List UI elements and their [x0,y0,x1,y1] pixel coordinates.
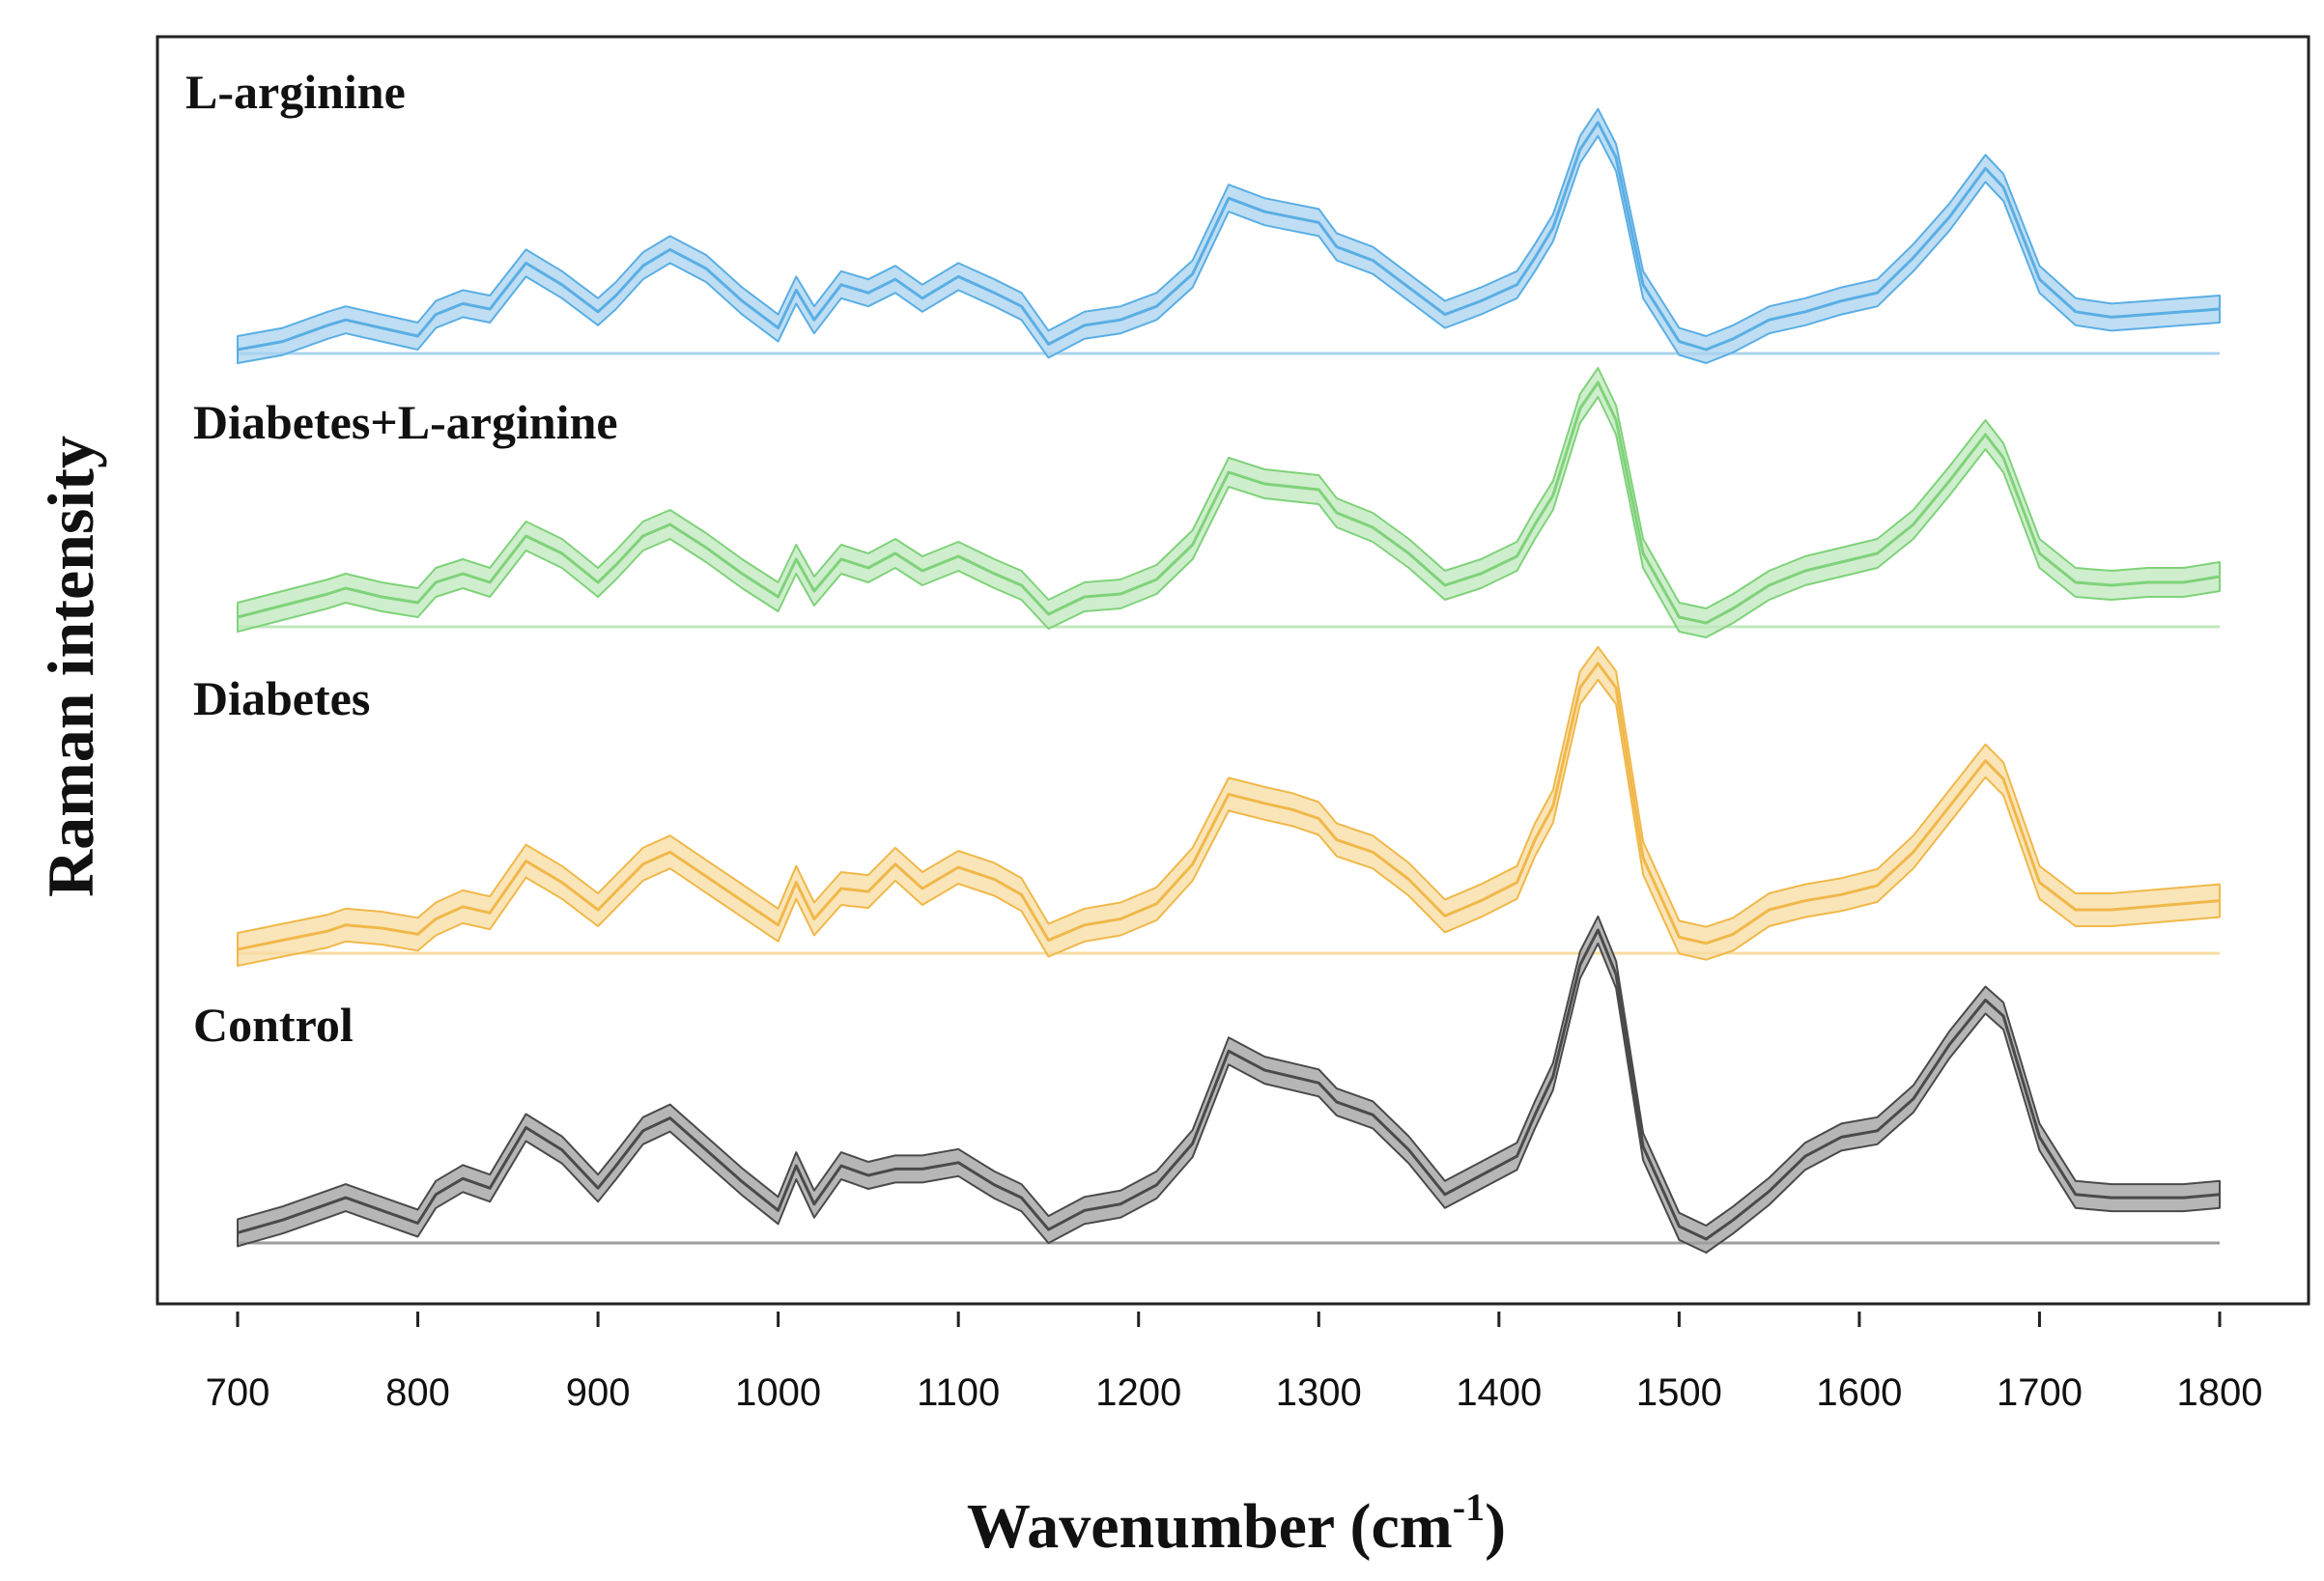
x-tick-label: 1400 [1456,1371,1542,1414]
series-mean-line [237,381,2221,625]
x-axis-title-main: Wavenumber (cm [967,1491,1453,1562]
x-axis-title: Wavenumber (cm-1) [967,1485,1506,1562]
series-sd-band [237,367,2221,638]
series-diabetes: Diabetes [193,645,2221,967]
x-tick-label: 1500 [1636,1371,1722,1414]
y-axis-title: Raman intensity [34,436,107,897]
x-tick-label: 1300 [1276,1371,1362,1414]
x-tick-label: 1700 [1997,1371,2083,1414]
x-tick-label: 1800 [2177,1371,2263,1414]
series-mean-line [237,662,2221,951]
x-tick-label: 1100 [917,1371,1000,1414]
series-diabetes-l-arginine: Diabetes+L-arginine [193,367,2221,638]
series-label: Diabetes+L-arginine [193,395,618,449]
x-tick-label: 900 [566,1371,631,1414]
series-label: L-arginine [185,65,406,119]
series-layer: L-arginine Diabetes+L-arginine Diabetes Con… [185,65,2221,1254]
series-sd-band [237,915,2221,1254]
series-mean-line [237,928,2221,1241]
series-sd-band [237,107,2221,364]
x-tick-label: 1200 [1095,1371,1181,1414]
series-label: Control [193,998,354,1052]
series-mean-line [237,121,2221,352]
x-axis-title-close: ) [1485,1491,1506,1562]
x-tick-label: 1600 [1816,1371,1902,1414]
series-control: Control [193,915,2221,1254]
x-axis-title-superscript: -1 [1453,1485,1485,1529]
series-sd-band [237,645,2221,967]
plot-frame [156,35,2310,1306]
x-tick-label: 700 [206,1371,270,1414]
x-axis-ticks: 700 800 900 1000 1100 1200 1300 1400 1500 1600 170… [206,1312,2263,1414]
x-tick-label: 800 [385,1371,450,1414]
x-tick-label: 1000 [735,1371,821,1414]
series-label: Diabetes [193,671,370,725]
series-l-arginine: L-arginine [185,65,2221,364]
